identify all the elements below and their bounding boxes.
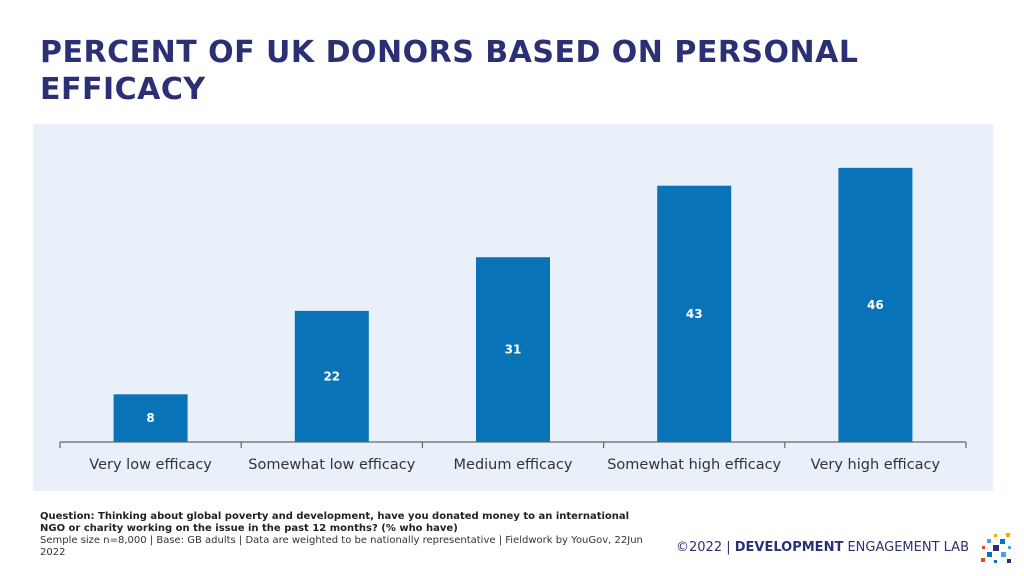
bar [294,310,369,442]
bar-value-label: 31 [505,343,522,357]
brand-name-bold: DEVELOPMENT [734,540,844,555]
bar [838,167,913,442]
survey-question: Question: Thinking about global poverty … [40,511,630,534]
bar-value-label: 46 [867,298,884,312]
x-tick-label: Somewhat high efficacy [607,457,781,473]
chart-footnote: Question: Thinking about global poverty … [40,511,650,559]
x-tick-label: Very low efficacy [89,457,212,473]
x-tick-label: Medium efficacy [454,457,573,473]
bar [113,394,188,442]
development-engagement-lab-logo [981,533,1011,563]
x-tick-label: Very high efficacy [811,457,941,473]
bar [657,185,732,442]
bar-value-label: 8 [146,411,154,425]
brand-name-rest: ENGAGEMENT LAB [843,540,969,555]
brand-credit: ©2022 | DEVELOPMENT ENGAGEMENT LAB [676,540,969,555]
page-title: PERCENT OF UK DONORS BASED ON PERSONAL E… [40,35,859,107]
bar-chart: 8 Very low efficacy 22 Somewhat low efficac… [59,167,967,473]
x-tick-label: Somewhat low efficacy [248,457,415,473]
copyright-text: ©2022 | [676,540,735,555]
bar-value-label: 22 [323,369,340,383]
bar [476,257,550,442]
survey-meta: Semple size n=8,000 | Base: GB adults | … [40,535,643,558]
bar-value-label: 43 [686,307,703,321]
chart-panel: 8 Very low efficacy 22 Somewhat low efficac… [33,124,993,491]
